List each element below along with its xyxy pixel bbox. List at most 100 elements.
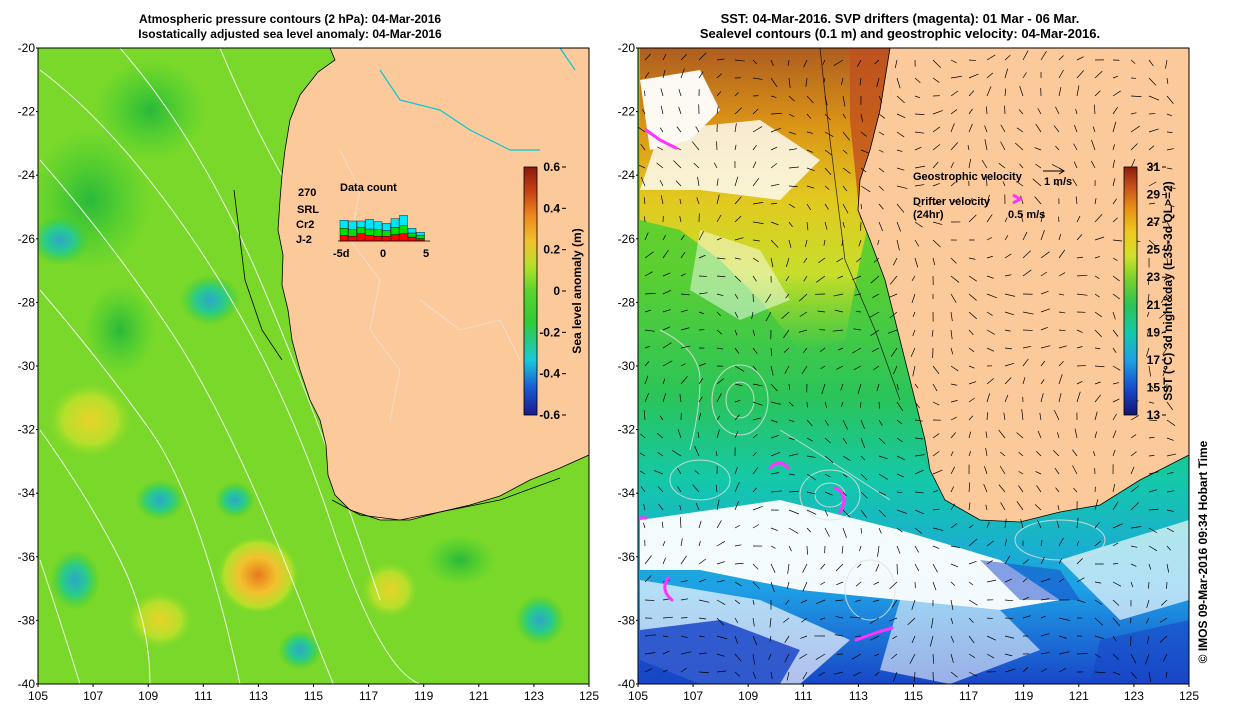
velocity-arrow [1004,68,1009,79]
velocity-arrow [833,671,844,675]
velocity-arrow [876,77,880,88]
velocity-arrow [752,581,760,589]
data-count-bar-j-2 [407,236,417,242]
velocity-arrow [852,347,862,354]
velocity-arrow [1130,95,1142,98]
velocity-arrow [716,257,726,260]
velocity-arrow [1053,450,1060,457]
velocity-arrow [824,437,831,444]
velocity-arrow [860,167,867,173]
velocity-arrow [1076,391,1081,403]
velocity-arrow [806,455,816,458]
velocity-arrow [932,182,940,187]
velocity-arrow [1058,249,1066,259]
velocity-arrow [824,131,834,137]
velocity-arrow [1040,393,1044,403]
velocity-arrow [878,491,887,496]
velocity-arrow [734,59,745,62]
velocity-arrow [836,581,844,586]
velocity-arrow [1148,202,1155,205]
velocity-arrow [770,239,779,248]
velocity-arrow [932,221,943,225]
velocity-arrow [716,670,727,673]
velocity-arrow [891,599,898,608]
velocity-arrow [913,671,916,683]
velocity-arrow [914,454,925,457]
velocity-arrow [692,484,700,493]
velocity-arrow [644,53,651,61]
velocity-arrow [835,599,844,602]
velocity-arrow [1017,182,1024,187]
velocity-arrow [1040,251,1050,259]
velocity-arrow [1094,617,1104,626]
velocity-arrow [734,635,738,644]
velocity-arrow [931,329,934,337]
velocity-arrow [914,95,921,99]
velocity-arrow [1166,490,1175,493]
right-lat-label: -40 [618,677,636,691]
velocity-arrow [877,545,880,557]
velocity-arrow [986,560,993,565]
data-count-bar-srl [407,227,417,234]
velocity-arrow [680,363,686,367]
colorbar-tick: 0.6 [543,160,560,174]
velocity-arrow [1166,419,1176,426]
velocity-arrow [680,345,691,349]
velocity-arrow [1076,346,1083,349]
velocity-arrow [715,450,718,457]
velocity-arrow [1148,436,1155,439]
velocity-arrow [1092,126,1096,133]
colorbar-tick: 15 [1147,380,1161,394]
velocity-arrow [788,221,793,227]
velocity-arrow [1053,125,1060,133]
velocity-arrow [878,509,887,518]
velocity-arrow [824,95,828,106]
velocity-arrow [800,599,808,604]
pressure-contours [39,48,421,684]
velocity-arrow [999,451,1006,457]
right-lon-label: 117 [959,689,978,703]
velocity-arrow [769,617,772,628]
velocity-arrow [1148,401,1155,404]
velocity-arrow [1166,131,1173,133]
velocity-arrow [842,131,851,141]
velocity-arrow [1094,214,1103,223]
left-lat-label: -24 [18,168,36,182]
velocity-arrow [1076,234,1083,241]
velocity-arrow [1112,159,1115,169]
right-lon-label: 115 [904,689,923,703]
velocity-arrow [859,401,862,408]
velocity-arrow [1004,88,1007,97]
velocity-arrow [968,450,972,457]
velocity-arrow [1112,198,1117,205]
velocity-arrow [855,581,862,587]
velocity-arrow [752,433,758,439]
velocity-arrow [985,504,988,511]
velocity-arrow [643,197,646,205]
velocity-arrow [1160,293,1168,303]
velocity-arrow [662,393,667,403]
velocity-arrow [1022,578,1028,583]
velocity-arrow [896,113,906,119]
geostrophic-velocity-label: Geostrophic velocity [913,171,1023,183]
velocity-arrow [932,433,940,439]
velocity-arrow [1040,271,1048,277]
velocity-arrow [1166,437,1174,441]
velocity-arrow [932,527,944,531]
velocity-arrow [716,599,726,605]
data-count-bar-srl [348,220,357,231]
velocity-arrow [889,275,898,285]
velocity-arrow [1058,234,1062,241]
velocity-arrow [1130,143,1138,151]
velocity-arrow [896,527,903,533]
velocity-arrow [640,433,646,439]
velocity-arrow [788,383,791,390]
velocity-arrow [783,617,790,623]
colorbar-tick: 0.4 [543,201,560,215]
velocity-arrow [802,581,808,592]
velocity-arrow [950,653,954,663]
velocity-arrow [914,437,923,440]
velocity-arrow [932,508,940,511]
velocity-arrow [662,616,673,619]
